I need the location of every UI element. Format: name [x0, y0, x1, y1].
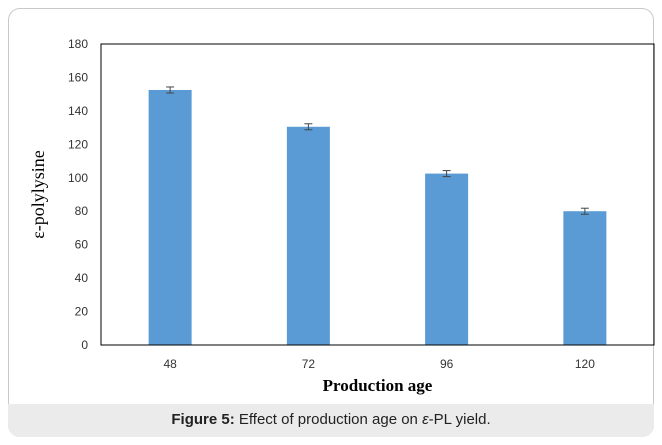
x-axis-label: Production age [323, 376, 433, 395]
bar-72 [286, 126, 330, 346]
caption-symbol: ε [422, 411, 429, 428]
error-bar-72 [304, 123, 313, 131]
x-axis-ticks: 48 72 96 120 [163, 357, 595, 371]
error-bar-120 [580, 207, 589, 215]
caption-label: Figure 5: [171, 411, 235, 428]
y-tick-label: 160 [68, 70, 88, 84]
bar-120 [563, 211, 607, 345]
y-axis-label: ε-polylysine [28, 150, 48, 239]
bar-48 [148, 89, 192, 345]
y-tick-label: 0 [81, 338, 88, 352]
y-tick-label: 20 [75, 305, 89, 319]
y-tick-label: 120 [68, 137, 88, 151]
caption-text-before: Effect of production age on [234, 411, 423, 428]
bar-96 [425, 173, 469, 345]
x-tick-label: 96 [440, 357, 454, 371]
error-bar-96 [442, 170, 451, 178]
x-tick-label: 72 [302, 357, 316, 371]
caption-text-after: -PL yield. [428, 411, 491, 428]
x-tick-label: 120 [575, 357, 595, 371]
figure-frame [8, 8, 654, 437]
y-tick-label: 80 [75, 204, 89, 218]
x-tick-label: 48 [163, 357, 177, 371]
figure-caption: Figure 5: Effect of production age on ε-… [0, 411, 662, 428]
plot-area-border [100, 43, 655, 346]
y-tick-label: 40 [75, 271, 89, 285]
bars [148, 89, 607, 346]
error-bars [166, 86, 589, 215]
y-axis-ticks: 0 20 40 60 80 100 120 140 160 180 [68, 37, 88, 352]
y-tick-label: 100 [68, 171, 88, 185]
error-bar-48 [166, 86, 175, 94]
caption-bar [8, 404, 654, 437]
y-tick-label: 180 [68, 37, 88, 51]
y-tick-label: 60 [75, 238, 89, 252]
y-tick-label: 140 [68, 104, 88, 118]
